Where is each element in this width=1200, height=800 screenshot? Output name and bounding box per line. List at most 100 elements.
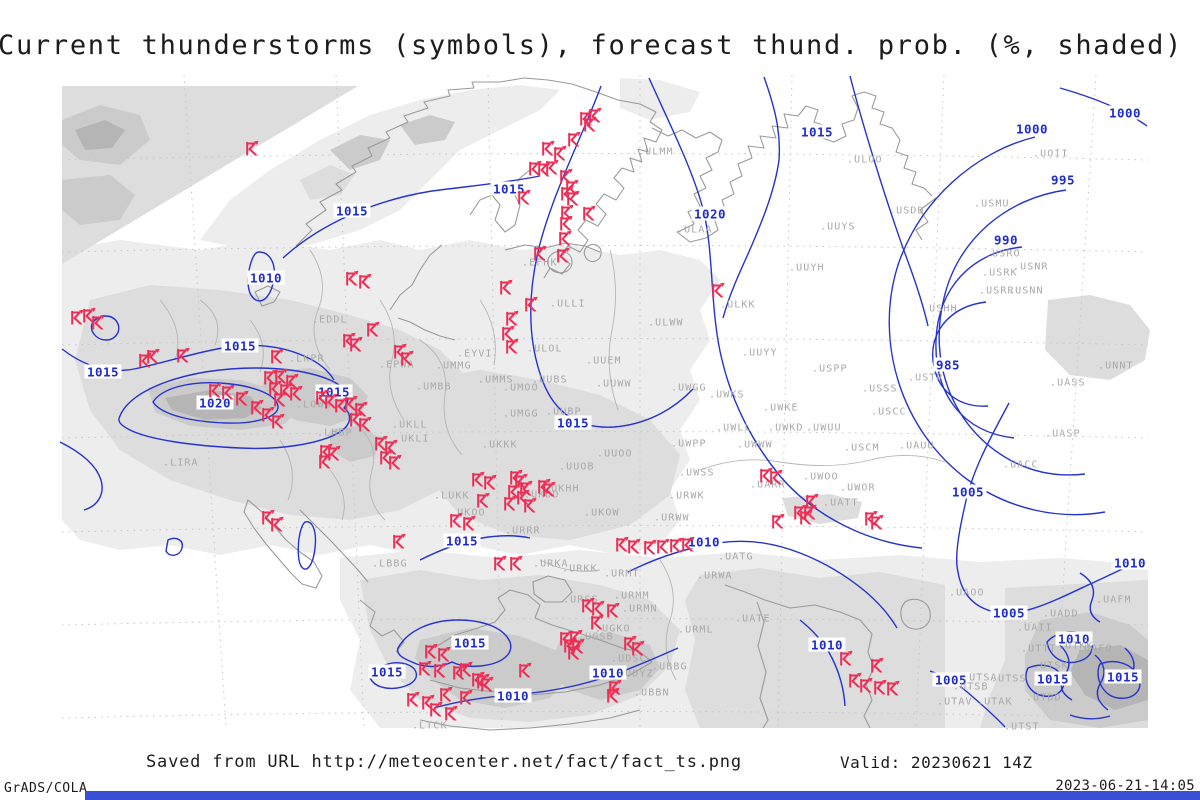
- station-id-label: .EFHK: [522, 258, 558, 269]
- country-border: [329, 469, 345, 521]
- probability-shading-layer: [62, 78, 1150, 728]
- pressure-value-label: 1005: [952, 485, 984, 500]
- pressure-value-label: 1015: [454, 636, 486, 651]
- station-id-label: .UWWW: [737, 440, 773, 451]
- graticule-layer: [61, 74, 1149, 729]
- station-id-label: .ULMM: [638, 147, 674, 158]
- station-id-label: .LHBP: [317, 428, 353, 439]
- coastline: [900, 598, 931, 630]
- pressure-label-box: [554, 415, 592, 430]
- pressure-value-label: 1010: [1058, 632, 1090, 647]
- station-id-label: .UTSK: [1033, 661, 1069, 672]
- pressure-label-box: [451, 635, 489, 650]
- pressure-value-label: 1000: [1016, 122, 1048, 137]
- station-id-label: .UKDD: [524, 490, 560, 501]
- station-id-label: .UUOB: [559, 462, 595, 473]
- probability-shade-region: [1045, 295, 1150, 380]
- station-id-label: .UWOO: [803, 472, 839, 483]
- pressure-label-box: [333, 203, 371, 218]
- pressure-value-label: 1010: [497, 689, 529, 704]
- isobar-contour: [888, 136, 1106, 516]
- station-id-label: .ULKK: [720, 300, 756, 311]
- coastline: [359, 599, 405, 653]
- station-id-label: .USMU: [974, 199, 1010, 210]
- station-id-label: .URWK: [669, 491, 705, 502]
- isobar-contour: [799, 619, 846, 707]
- coastline: [724, 584, 875, 729]
- station-id-label: .UTST: [1004, 722, 1040, 733]
- coastline: [651, 91, 933, 243]
- pressure-label-box: [368, 664, 406, 679]
- station-id-label: .USHH: [922, 304, 958, 315]
- thunderstorm-symbol: [560, 215, 573, 231]
- station-id-label: .UTDD: [1026, 693, 1062, 704]
- station-id-label: .UARR: [750, 480, 786, 491]
- station-id-label: .UMMS: [478, 375, 514, 386]
- station-id-label: .USSS: [862, 384, 898, 395]
- station-id-label: .UMOO: [503, 383, 539, 394]
- pressure-label-box: [196, 395, 234, 410]
- isobar-contour: [1069, 714, 1111, 720]
- pressure-label-box: [221, 338, 259, 353]
- station-id-label: .URMM: [614, 591, 650, 602]
- station-id-label: .LOWW: [296, 400, 332, 411]
- station-id-label: .URRR: [505, 526, 541, 537]
- station-id-label: .UKKK: [482, 440, 518, 451]
- probability-shade-region: [330, 135, 390, 170]
- thunderstorm-symbol: [583, 205, 596, 221]
- pressure-label-box: [798, 124, 836, 139]
- station-id-label: .UAOO: [949, 588, 985, 599]
- thunderstorm-symbol: [670, 537, 683, 553]
- thunderstorm-symbol: [538, 161, 551, 177]
- thunderstorm-symbol: [712, 282, 725, 298]
- valid-time-text: Valid: 20230621 14Z: [840, 753, 1033, 772]
- station-id-label: .UUYH: [789, 263, 825, 274]
- pressure-label-box: [315, 384, 353, 399]
- timestamp-text: 2023-06-21-14:05: [1055, 778, 1195, 794]
- isobar-contour: [932, 301, 989, 407]
- probability-shade-region: [400, 115, 455, 145]
- thunderstorm-symbol: [546, 159, 559, 175]
- station-id-label: .URKK: [562, 564, 598, 575]
- station-id-label: .UDSC: [611, 654, 647, 665]
- station-id-label: .UTSS: [991, 674, 1027, 685]
- pressure-value-label: 1015: [446, 534, 478, 549]
- pressure-value-label: 1015: [801, 125, 833, 140]
- probability-shade-region: [62, 175, 135, 225]
- station-id-label: .UWUU: [806, 423, 842, 434]
- probability-shade-region: [300, 165, 355, 200]
- country-border: [608, 249, 619, 411]
- bottom-blue-bar: [85, 791, 1200, 800]
- station-id-label: .UUBP: [546, 407, 582, 418]
- station-id-label: .UWKE: [763, 403, 799, 414]
- station-id-label: .ULAA: [677, 225, 713, 236]
- country-border: [349, 419, 386, 521]
- country-border: [159, 299, 179, 361]
- isobar-contour: [152, 381, 279, 424]
- pressure-label-box: [1055, 631, 1093, 646]
- country-border: [199, 299, 219, 346]
- pressure-value-label: 1005: [993, 606, 1025, 621]
- thunderstorm-symbol: [554, 145, 567, 161]
- isobar-contour: [59, 441, 103, 511]
- station-id-label: .UWKS: [709, 390, 745, 401]
- station-id-label: .ULOO: [847, 155, 883, 166]
- coastline: [532, 575, 573, 603]
- isobar-contour: [118, 367, 351, 450]
- thunderstorm-symbol: [518, 189, 531, 205]
- probability-shade-region: [262, 368, 368, 426]
- station-id-label: .URWW: [654, 513, 690, 524]
- country-border: [479, 299, 496, 366]
- station-id-label: .UUEM: [586, 356, 622, 367]
- station-id-label: .URMT: [604, 569, 640, 580]
- page-title: Current thunderstorms (symbols), forecas…: [0, 30, 1184, 61]
- station-id-label: .UKHH: [544, 484, 580, 495]
- station-id-label: .USDD: [889, 206, 925, 217]
- station-id-label: .URKA: [533, 559, 569, 570]
- station-id-label: .UBBG: [652, 662, 688, 673]
- isobar-contour: [396, 619, 512, 668]
- station-id-label: .USRK: [982, 268, 1018, 279]
- station-id-label: .UKOO: [450, 508, 486, 519]
- pressure-label-box: [1034, 671, 1072, 686]
- station-id-label: .USPP: [812, 364, 848, 375]
